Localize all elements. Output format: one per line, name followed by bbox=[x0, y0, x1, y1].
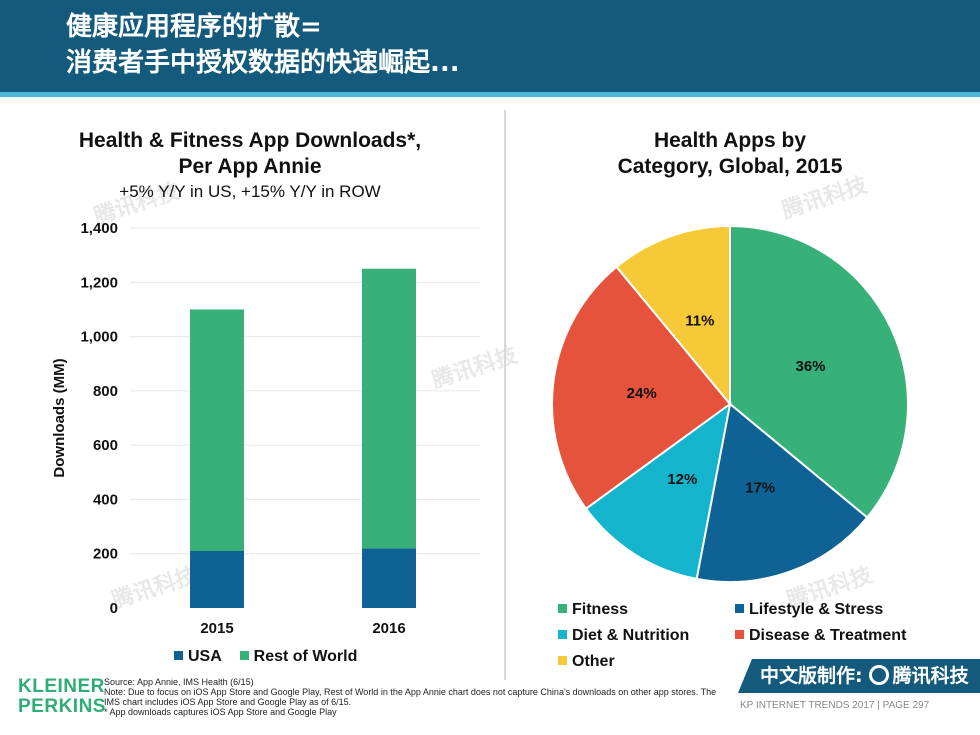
page-footer: KP INTERNET TRENDS 2017 | PAGE 297 bbox=[740, 700, 930, 711]
legend-swatch-usa bbox=[174, 651, 183, 660]
brand-line1: KLEINER bbox=[18, 676, 105, 697]
page-title-line1: 健康应用程序的扩散= bbox=[66, 12, 322, 42]
y-axis-label: Downloads (MM) bbox=[51, 358, 68, 477]
brand-logo: KLEINER PERKINS bbox=[18, 677, 106, 717]
bar-chart-subtitle: +5% Y/Y in US, +15% Y/Y in ROW bbox=[119, 182, 381, 201]
pie-chart-title-line2: Category, Global, 2015 bbox=[617, 155, 843, 178]
legend-item-row: Rest of World bbox=[239, 648, 358, 665]
pie-label-other: 11% bbox=[685, 312, 714, 329]
header-rule bbox=[0, 92, 980, 97]
bar-chart-title-line2: Per App Annie bbox=[178, 155, 322, 178]
pie-legend-disease: Disease & Treatment bbox=[735, 627, 906, 645]
badge-name: 腾讯科技 bbox=[892, 665, 969, 687]
pie-chart-title: Health Apps by Category, Global, 2015 bbox=[540, 128, 920, 180]
pie-slice-fitness bbox=[729, 224, 909, 519]
page-title-line2: 消费者手中授权数据的快速崛起... bbox=[66, 48, 460, 78]
bar-2016-usa bbox=[362, 548, 416, 608]
page-title: 健康应用程序的扩散= 消费者手中授权数据的快速崛起... bbox=[66, 9, 460, 81]
bar-chart-title-line1: Health & Fitness App Downloads*, bbox=[78, 129, 422, 152]
pie-legend-fitness: Fitness bbox=[558, 601, 628, 619]
y-tick-label: 400 bbox=[93, 491, 118, 508]
bar-chart: 0 200 400 600 800 1,000 1,200 1,400 Downloads (M… bbox=[51, 220, 480, 637]
y-tick-label: 0 bbox=[110, 600, 118, 617]
pie-slice-disease bbox=[551, 265, 732, 511]
pie-slice-lifestyle bbox=[695, 402, 869, 583]
source-line2: Note: Due to focus on iOS App Store and … bbox=[104, 687, 717, 707]
x-tick-label: 2016 bbox=[372, 620, 405, 637]
legend-label-usa: USA bbox=[188, 648, 222, 665]
pie-chart-title-line1: Health Apps by bbox=[653, 129, 807, 152]
y-tick-label: 1,400 bbox=[80, 220, 118, 237]
pie-slice-diet bbox=[584, 401, 732, 581]
bar-2015-usa bbox=[190, 551, 244, 608]
x-tick-label: 2015 bbox=[200, 620, 233, 637]
pie-label-diet: 12% bbox=[667, 471, 697, 488]
y-tick-label: 1,200 bbox=[80, 274, 118, 291]
bar-2015-row bbox=[190, 309, 244, 551]
bar-chart-title: Health & Fitness App Downloads*, Per App… bbox=[30, 128, 470, 180]
legend-swatch-other bbox=[558, 656, 567, 665]
legend-label-other: Other bbox=[572, 653, 615, 670]
bar-2016-row bbox=[362, 268, 416, 549]
source-line3: * App downloads captures iOS App Store a… bbox=[104, 707, 337, 717]
header-bar: 健康应用程序的扩散= 消费者手中授权数据的快速崛起... bbox=[0, 0, 980, 92]
legend-label-lifestyle: Lifestyle & Stress bbox=[749, 601, 884, 618]
y-tick-label: 800 bbox=[93, 383, 118, 400]
y-tick-label: 600 bbox=[93, 437, 118, 454]
pie-legend-other: Other bbox=[558, 653, 615, 671]
brand-line2: PERKINS bbox=[18, 696, 106, 717]
pie-slice-other bbox=[615, 224, 731, 407]
legend-label-disease: Disease & Treatment bbox=[749, 627, 907, 644]
pie-label-disease: 24% bbox=[627, 385, 657, 402]
pie-chart: 36% 17% 12% 24% 11% bbox=[551, 224, 909, 583]
legend-item-usa: USA bbox=[174, 648, 221, 665]
legend-swatch-row bbox=[239, 651, 249, 660]
cn-version-badge: 中文版制作: 腾讯科技 bbox=[738, 659, 980, 693]
pie-label-lifestyle: 17% bbox=[745, 480, 775, 497]
pie-legend-diet: Diet & Nutrition bbox=[558, 627, 689, 645]
legend-swatch-diet bbox=[558, 630, 567, 639]
legend-swatch-lifestyle bbox=[735, 604, 744, 613]
y-tick-label: 200 bbox=[93, 546, 118, 563]
tencent-logo-icon bbox=[868, 665, 889, 685]
legend-swatch-fitness bbox=[558, 604, 567, 613]
legend-label-row: Rest of World bbox=[253, 648, 358, 665]
legend-label-diet: Diet & Nutrition bbox=[572, 627, 690, 644]
legend-swatch-disease bbox=[735, 630, 744, 639]
badge-prefix: 中文版制作: bbox=[760, 665, 863, 687]
panel-divider bbox=[504, 110, 506, 680]
pie-legend-lifestyle: Lifestyle & Stress bbox=[735, 601, 883, 619]
pie-label-fitness: 36% bbox=[796, 358, 826, 375]
bar-legend: USA Rest of World bbox=[174, 648, 357, 666]
source-line1: Source: App Annie, IMS Health (6/15) bbox=[104, 677, 254, 687]
y-tick-label: 1,000 bbox=[80, 329, 118, 346]
legend-label-fitness: Fitness bbox=[572, 601, 629, 618]
source-notes: Source: App Annie, IMS Health (6/15) Not… bbox=[104, 677, 719, 717]
